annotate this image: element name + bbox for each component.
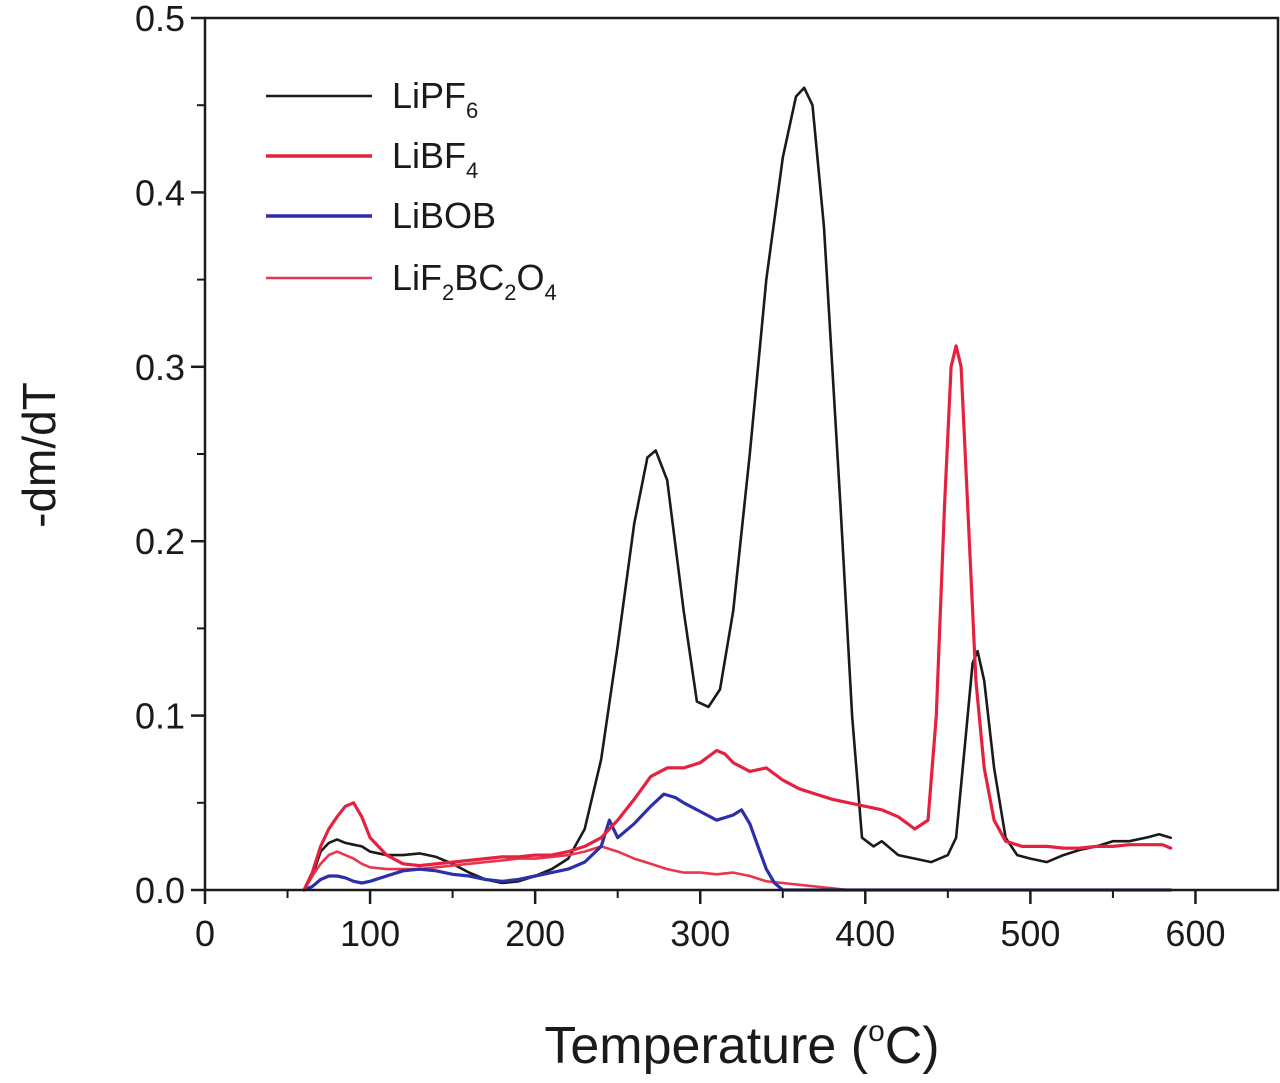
x-tick-label: 400 <box>835 913 895 954</box>
y-axis-title: -dm/dT <box>13 382 65 528</box>
y-tick-label: 0.2 <box>135 521 185 562</box>
y-tick-label: 0.0 <box>135 870 185 911</box>
legend-label: LiBOB <box>392 195 496 236</box>
y-tick-label: 0.3 <box>135 347 185 388</box>
legend-label: LiBF4 <box>392 135 478 183</box>
y-tick-label: 0.4 <box>135 172 185 213</box>
x-axis-title-unit: C) <box>885 1017 940 1075</box>
x-axis-title-sup: o <box>868 1015 885 1048</box>
y-tick-label: 0.5 <box>135 0 185 39</box>
legend-label: LiPF6 <box>392 75 478 123</box>
x-tick-label: 100 <box>340 913 400 954</box>
y-tick-label: 0.1 <box>135 696 185 737</box>
legend-label: LiF2BC2O4 <box>392 257 557 305</box>
x-tick-label: 200 <box>505 913 565 954</box>
x-tick-label: 300 <box>670 913 730 954</box>
x-axis-title-main: Temperature ( <box>544 1017 868 1075</box>
x-tick-label: 600 <box>1165 913 1225 954</box>
x-tick-label: 0 <box>195 913 215 954</box>
x-tick-label: 500 <box>1000 913 1060 954</box>
